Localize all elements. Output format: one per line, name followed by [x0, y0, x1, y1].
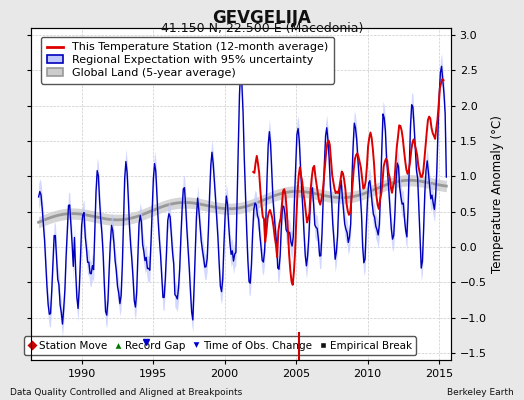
Text: 41.150 N, 22.500 E (Macedonia): 41.150 N, 22.500 E (Macedonia)	[161, 22, 363, 35]
Text: GEVGELIJA: GEVGELIJA	[213, 9, 311, 27]
Text: Data Quality Controlled and Aligned at Breakpoints: Data Quality Controlled and Aligned at B…	[10, 388, 243, 397]
Text: Berkeley Earth: Berkeley Earth	[447, 388, 514, 397]
Legend: Station Move, Record Gap, Time of Obs. Change, Empirical Break: Station Move, Record Gap, Time of Obs. C…	[24, 336, 417, 355]
Y-axis label: Temperature Anomaly (°C): Temperature Anomaly (°C)	[491, 115, 504, 273]
